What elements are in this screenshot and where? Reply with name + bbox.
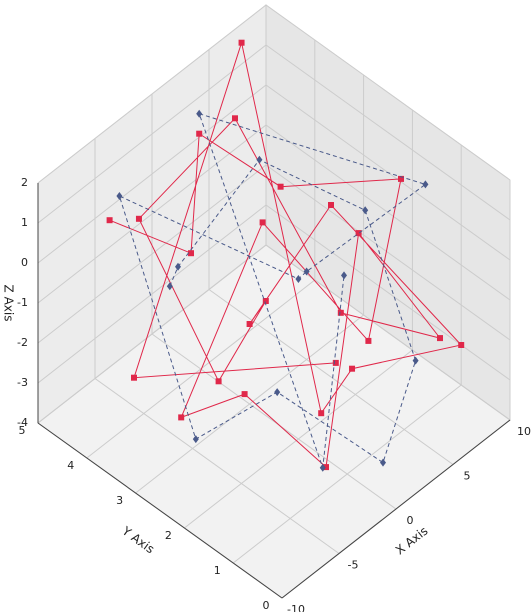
y-tick-label: 5 (19, 424, 26, 437)
grid-line (208, 289, 454, 465)
y-tick-label: 0 (263, 599, 270, 612)
point (262, 298, 269, 304)
y-axis-title: Y Axis (119, 523, 157, 556)
y-tick-label: 2 (165, 529, 172, 542)
point (437, 335, 443, 342)
z-axis-title: Z Axis (2, 285, 16, 322)
point (259, 219, 266, 226)
grid-line (86, 279, 316, 459)
grid-line (37, 124, 267, 304)
grid-line (265, 124, 511, 301)
point (166, 282, 173, 291)
point (135, 215, 142, 222)
z-tick-label: -1 (17, 296, 28, 309)
z-tick-label: -2 (17, 336, 28, 349)
point (318, 410, 325, 417)
point (341, 271, 347, 280)
grid-line (265, 204, 511, 381)
point (106, 217, 113, 224)
grid-line (37, 84, 267, 264)
y-tick-label: 1 (214, 564, 221, 577)
grid-line (265, 4, 511, 181)
point (175, 262, 181, 271)
x-tick-label: 5 (464, 470, 471, 483)
point (116, 192, 123, 200)
z-tick-label: 2 (21, 176, 28, 189)
marks (106, 39, 465, 472)
point (232, 115, 238, 122)
grid-line (184, 349, 413, 529)
x-axis-title: X Axis (393, 524, 431, 558)
grid-line (37, 244, 267, 424)
x-tick-label: 10 (517, 425, 531, 438)
point (277, 183, 284, 190)
point (196, 130, 203, 137)
grid-line (37, 4, 267, 184)
grid-line (37, 164, 267, 344)
point (458, 342, 465, 348)
point (398, 175, 404, 182)
x-tick-label: 0 (407, 514, 414, 527)
x-axis-line (281, 419, 511, 599)
point (422, 180, 429, 189)
x-tick-label: -5 (348, 559, 359, 572)
point (332, 359, 339, 366)
point (178, 414, 185, 421)
point (295, 275, 302, 283)
z-tick-label: -3 (17, 376, 28, 389)
point (241, 391, 248, 398)
point (365, 337, 372, 344)
grid-line (151, 333, 397, 510)
grid-line (37, 204, 267, 384)
point (355, 230, 362, 237)
point (328, 202, 334, 208)
y-tick-label: 4 (67, 459, 74, 472)
point (323, 464, 329, 471)
z-tick-label: 0 (21, 256, 28, 269)
grid-line (94, 378, 340, 554)
grid-line (232, 384, 462, 564)
point (131, 374, 137, 381)
point (256, 155, 263, 164)
z-tick-label: 1 (21, 216, 28, 229)
grid (37, 4, 511, 599)
point (319, 463, 326, 472)
x-tick-label: -10 (287, 603, 305, 612)
point (192, 435, 199, 444)
grid-line (265, 164, 511, 341)
point (303, 267, 310, 276)
point (188, 250, 194, 257)
panes (37, 3, 511, 599)
z-tick-label: -4 (17, 416, 28, 429)
point (238, 39, 245, 46)
point (246, 321, 253, 327)
point (274, 388, 281, 397)
point (196, 109, 203, 118)
y-tick-label: 3 (116, 494, 123, 507)
grid-line (265, 44, 511, 221)
point (412, 356, 419, 365)
grid-line (135, 314, 364, 494)
point (337, 309, 344, 316)
point (349, 365, 356, 372)
point (362, 206, 369, 215)
y-axis-line (37, 422, 283, 599)
grid-line (37, 44, 267, 224)
point (215, 378, 222, 385)
point (380, 458, 386, 467)
